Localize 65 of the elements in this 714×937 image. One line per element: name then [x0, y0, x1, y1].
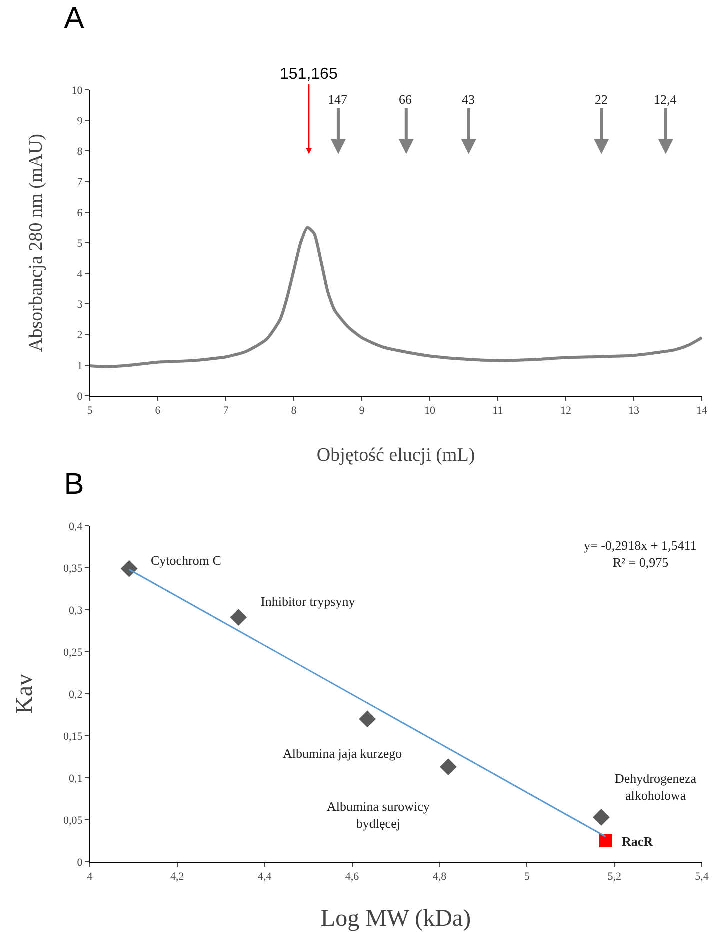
x-tick-label: 5,4 [695, 871, 710, 884]
annotation: Albumina surowicy bydlęcej [327, 799, 430, 831]
point [599, 834, 612, 848]
y-tick-label: 0 [77, 856, 84, 869]
x-axis-title: Log MW (kDa) [320, 906, 472, 932]
y-tick-label: 5 [77, 238, 84, 250]
x-tick-label: 4,4 [258, 871, 272, 884]
x-tick-label: 4,2 [170, 871, 184, 884]
y-tick-label: 6 [77, 207, 84, 220]
y-tick-label: 3 [77, 299, 84, 312]
y-tick-label: 0 [77, 390, 84, 403]
annotation: RacR [622, 834, 654, 849]
x-tick-label: 13 [628, 405, 640, 418]
point [593, 809, 610, 826]
annotation: 147 [328, 92, 348, 107]
x-tick-label: 9 [359, 405, 366, 418]
point [230, 609, 248, 626]
chart-title: B [64, 468, 84, 501]
y-tick-label: 10 [72, 84, 84, 97]
annotation: 66 [399, 92, 412, 107]
y-tick-label: 0,25 [64, 646, 84, 659]
y-tick-label: 0,3 [69, 604, 84, 617]
x-tick-label: 4,8 [432, 871, 448, 884]
annotation: Inhibitor trypsyny [261, 594, 356, 609]
x-tick-label: 8 [291, 405, 298, 418]
x-axis-title: Objętość elucji (mL) [316, 445, 476, 466]
annotation: Albumina jaja kurzego [283, 746, 402, 761]
annotation: R² = 0,975 [613, 555, 669, 570]
x-tick-label: 7 [223, 405, 230, 418]
x-tick-label: 5 [87, 405, 94, 418]
annotation: Dehydrogeneza alkoholowa [615, 771, 697, 803]
x-tick-label: 11 [492, 405, 504, 418]
y-tick-label: 0,4 [69, 520, 84, 533]
annotation: y= -0,2918x + 1,5411 [584, 538, 697, 553]
annotation: 22 [595, 92, 608, 107]
y-tick-label: 1 [77, 360, 83, 372]
y-tick-label: 0,2 [69, 688, 83, 701]
x-tick-label: 10 [424, 405, 436, 418]
annotation: Cytochrom C [151, 553, 222, 568]
annotation: 12,4 [654, 92, 678, 107]
line-series [90, 226, 702, 368]
y-tick-label: 0,1 [69, 772, 83, 785]
x-tick-label: 4 [87, 871, 94, 884]
y-tick-label: 9 [77, 115, 84, 128]
annotation: 43 [462, 92, 475, 107]
x-tick-label: 5,2 [608, 871, 622, 884]
x-tick-label: 5 [524, 871, 530, 884]
point [120, 560, 138, 578]
y-tick-label: 8 [77, 146, 84, 158]
y-tick-label: 4 [77, 268, 84, 280]
y-tick-label: 0,35 [64, 562, 84, 575]
y-tick-label: 2 [77, 330, 83, 342]
x-tick-label: 12 [560, 405, 572, 418]
y-tick-label: 7 [77, 176, 84, 189]
y-axis-title: Kav [12, 674, 38, 714]
chart-title: A [64, 2, 84, 35]
y-axis-title: Absorbancja 280 nm (mAU) [26, 134, 47, 352]
y-tick-label: 0,15 [64, 730, 84, 743]
point [359, 710, 376, 728]
point [440, 758, 457, 776]
y-tick-label: 0,05 [64, 814, 84, 827]
x-tick-label: 14 [696, 405, 708, 418]
x-tick-label: 4,6 [345, 871, 360, 884]
text: 151,165 [280, 66, 338, 83]
x-tick-label: 6 [155, 405, 162, 418]
